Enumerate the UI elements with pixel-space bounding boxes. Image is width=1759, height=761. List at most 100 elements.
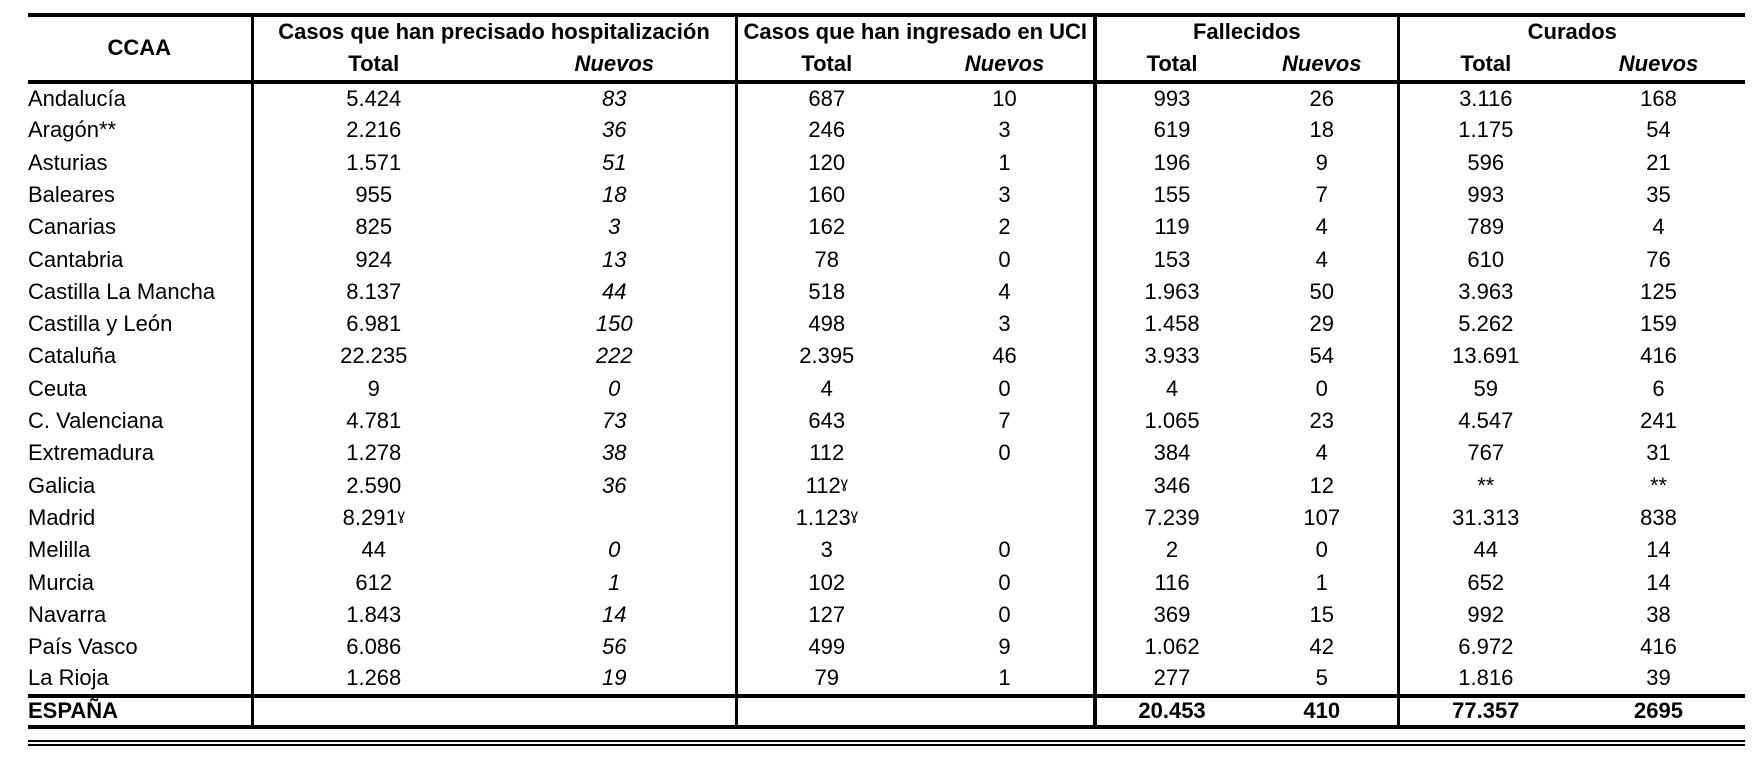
- cell-hosp-nuevos: 18: [602, 181, 627, 207]
- cell-fallecidos-nuevos: 15: [1309, 601, 1335, 627]
- cell-ccaa: Extremadura: [28, 440, 154, 466]
- column-header-hosp-nuevos: Nuevos: [494, 48, 737, 84]
- table-row: La Rioja 1.268 19 79 1 277 5 1.816 39: [28, 663, 1745, 696]
- cell-ccaa: C. Valenciana: [28, 408, 164, 434]
- cell-uci-total: 1.123ˠ: [734, 501, 917, 535]
- cell-uci-nuevos: 0: [998, 440, 1011, 466]
- cell-curados-nuevos: 76: [1646, 246, 1671, 272]
- cell-fallecidos-total: 153: [1093, 243, 1248, 276]
- total-row: ESPAÑA 20.453 410 77.357 2695: [28, 693, 1746, 729]
- cell-hosp-nuevos: 0: [608, 375, 621, 401]
- cell-curados-total: 59: [1396, 372, 1573, 405]
- column-header-ccaa: CCAA: [28, 15, 252, 84]
- cell-ccaa: Andalucía: [28, 86, 126, 112]
- cell-uci-nuevos: 0: [998, 375, 1011, 401]
- cell-uci-total: 687: [734, 82, 917, 115]
- cell-hosp-total: 1.278: [250, 437, 494, 470]
- cell-fallecidos-total: 196: [1093, 146, 1248, 179]
- cell-curados-nuevos: 168: [1640, 86, 1677, 112]
- cell-hosp-nuevos: 19: [602, 665, 627, 691]
- group-header-fallecidos: Fallecidos: [1093, 15, 1399, 48]
- cell-fallecidos-total: 2: [1093, 534, 1248, 567]
- cell-hosp-nuevos: 3: [608, 214, 621, 240]
- cell-curados-nuevos: 39: [1646, 665, 1671, 691]
- table-row: Canarias 825 3 162 2 119 4 789 4: [28, 211, 1745, 244]
- cell-fallecidos-total: 4: [1093, 372, 1248, 405]
- cell-fallecidos-total: 3.933: [1093, 340, 1248, 373]
- cell-curados-nuevos: 14: [1646, 537, 1671, 563]
- cell-curados-nuevos: **: [1649, 472, 1668, 498]
- cell-uci-nuevos: 0: [998, 537, 1011, 563]
- cell-fallecidos-nuevos: 7: [1315, 181, 1328, 207]
- cell-uci-total: 498: [734, 308, 917, 341]
- cell-hosp-total: 9: [250, 372, 494, 405]
- group-header-hospitalizacion: Casos que han precisado hospitalización: [250, 15, 737, 48]
- cell-fallecidos-nuevos: 9: [1315, 149, 1328, 175]
- cell-curados-nuevos: 38: [1646, 601, 1671, 627]
- column-header-uci-total: Total: [734, 48, 917, 84]
- table-row: Melilla 44 0 3 0 2 0 44 14: [28, 534, 1745, 567]
- cell-uci-total: 2.395: [734, 340, 917, 373]
- table-row: Aragón** 2.216 36 246 3 619 18 1.175 54: [28, 114, 1745, 147]
- cell-fallecidos-nuevos: 23: [1309, 408, 1335, 434]
- column-header-curados-total: Total: [1396, 48, 1573, 84]
- cell-uci-total: 162: [734, 211, 917, 244]
- cell-hosp-nuevos: 44: [602, 278, 627, 304]
- cell-uci-nuevos: 1: [998, 149, 1011, 175]
- cell-uci-total: 643: [734, 404, 917, 438]
- cell-ccaa: Cantabria: [28, 246, 124, 272]
- cell-uci-total: 102: [734, 566, 917, 599]
- cell-hosp-total: 8.137: [250, 275, 494, 309]
- cell-curados-total: 596: [1396, 146, 1573, 179]
- cell-hosp-nuevos: 56: [602, 634, 627, 660]
- cell-hosp-nuevos: 1: [608, 569, 621, 595]
- cell-uci-nuevos: 4: [998, 278, 1011, 304]
- cell-uci-nuevos: [916, 502, 1095, 534]
- cell-uci-total: 79: [734, 663, 917, 696]
- cell-hosp-nuevos: 51: [602, 149, 627, 175]
- cell-curados-total: 31.313: [1396, 501, 1573, 535]
- cell-ccaa: Castilla y León: [28, 311, 173, 337]
- cell-uci-total: 499: [734, 631, 917, 664]
- table-row: Ceuta 9 0 4 0 4 0 59 6: [28, 372, 1745, 405]
- cell-curados-nuevos: 54: [1646, 117, 1671, 143]
- cell-fallecidos-total: 1.458: [1093, 308, 1248, 341]
- cell-curados-nuevos: 838: [1640, 504, 1677, 530]
- table-row: Baleares 955 18 160 3 155 7 993 35: [28, 178, 1745, 212]
- table-row: Extremadura 1.278 38 112 0 384 4 767 31: [28, 437, 1745, 470]
- cell-hosp-total: 924: [250, 243, 494, 276]
- cell-fallecidos-total: 155: [1093, 178, 1248, 212]
- cell-uci-nuevos: 3: [998, 117, 1011, 143]
- cell-curados-total: 652: [1396, 566, 1573, 599]
- cell-curados-total: **: [1396, 469, 1573, 502]
- cell-ccaa: Castilla La Mancha: [28, 278, 216, 304]
- cell-fallecidos-total: 346: [1093, 469, 1248, 502]
- cell-curados-total: 4.547: [1396, 404, 1573, 438]
- cell-curados-nuevos: 14: [1646, 569, 1671, 595]
- cell-hosp-total: 5.424: [250, 82, 494, 115]
- cell-fallecidos-total: 119: [1093, 211, 1248, 244]
- cell-hosp-total: 612: [250, 566, 494, 599]
- table-row: Murcia 612 1 102 0 116 1 652 14: [28, 566, 1745, 599]
- cell-curados-total: 5.262: [1396, 308, 1573, 341]
- column-header-curados-nuevos: Nuevos: [1572, 48, 1746, 84]
- cell-fallecidos-nuevos: 5: [1315, 665, 1328, 691]
- cell-ccaa: País Vasco: [28, 634, 138, 660]
- cell-uci-total: 78: [734, 243, 917, 276]
- cell-ccaa: Galicia: [28, 472, 96, 498]
- cell-hosp-nuevos: 13: [602, 246, 627, 272]
- cell-hosp-nuevos: 83: [602, 86, 627, 112]
- cell-hosp-total: 2.216: [250, 114, 494, 147]
- cell-uci-nuevos: 3: [998, 311, 1011, 337]
- cell-uci-nuevos: 1: [998, 665, 1011, 691]
- cell-curados-nuevos: 125: [1640, 278, 1677, 304]
- cell-uci-nuevos: 46: [992, 343, 1017, 369]
- cell-curados-nuevos: 35: [1646, 181, 1671, 207]
- ccaa-covid-table: CCAA Casos que han precisado hospitaliza…: [28, 13, 1746, 729]
- cell-hosp-total: 1.571: [250, 146, 494, 179]
- cell-hosp-nuevos: 0: [608, 537, 621, 563]
- cell-hosp-nuevos: 36: [602, 472, 627, 498]
- cell-fallecidos-total: 369: [1093, 598, 1248, 632]
- cell-uci-total: 160: [734, 178, 917, 212]
- cell-fallecidos-nuevos: 12: [1309, 472, 1335, 498]
